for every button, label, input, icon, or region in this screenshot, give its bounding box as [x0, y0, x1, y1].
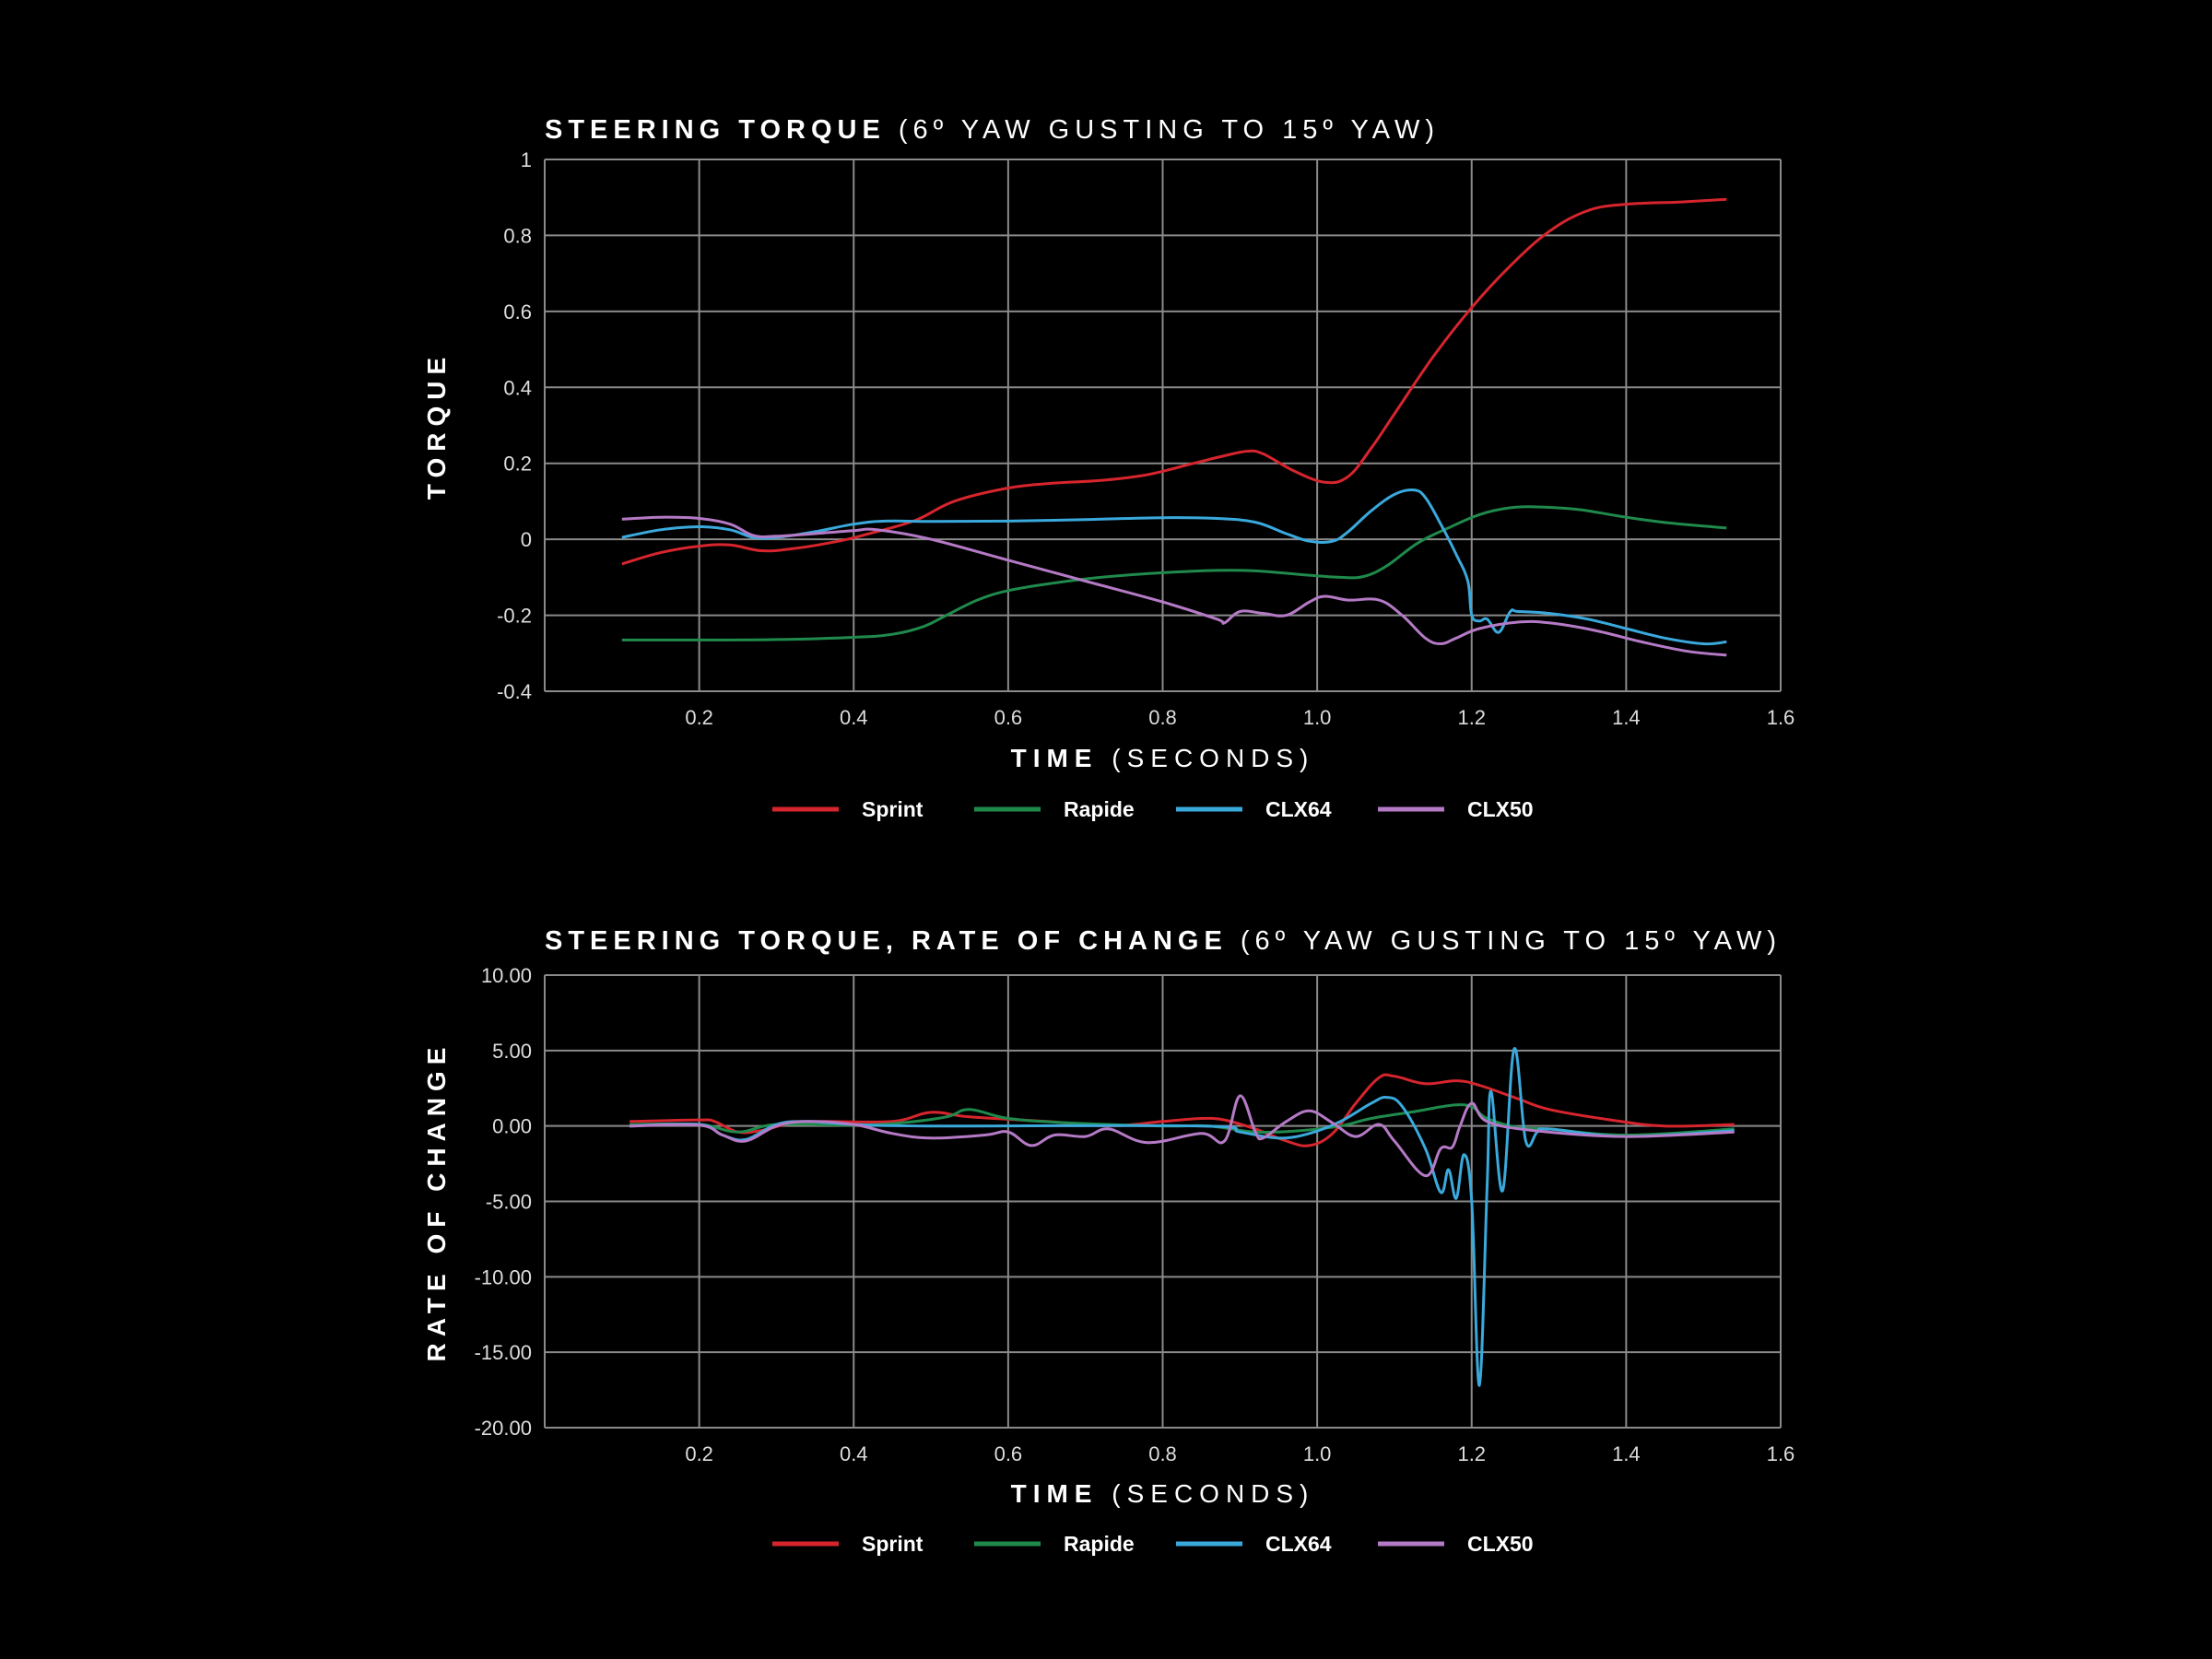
y-tick-label: -20.00	[475, 1417, 532, 1440]
y-tick-label: 1	[521, 148, 532, 171]
legend-item-clx50: CLX50	[1378, 797, 1534, 821]
x-axis-title: TIME (SECONDS)	[1011, 1479, 1315, 1508]
y-tick-label: 10.00	[481, 964, 532, 987]
x-axis-title-units: (SECONDS)	[1112, 1479, 1314, 1508]
y-axis-title: RATE OF CHANGE	[422, 1041, 451, 1362]
legend: Sprint Rapide CLX64 CLX50	[772, 797, 1534, 821]
y-tick-label: 0.00	[492, 1115, 532, 1138]
legend: Sprint Rapide CLX64 CLX50	[772, 1532, 1534, 1556]
x-tick-label: 0.8	[1148, 706, 1177, 729]
legend-label: CLX64	[1265, 1532, 1332, 1556]
chart-title-bold: STEERING TORQUE, RATE OF CHANGE	[545, 926, 1241, 956]
x-tick-label: 0.8	[1148, 1442, 1177, 1465]
series-line-clx50	[629, 1094, 1735, 1178]
chart-title-subtitle: (6º YAW GUSTING TO 15º YAW)	[1241, 926, 1782, 956]
x-axis-title: TIME (SECONDS)	[1011, 744, 1315, 772]
series-line-clx50	[621, 515, 1727, 657]
y-tick-label: -5.00	[486, 1191, 532, 1214]
legend-item-clx64: CLX64	[1176, 1532, 1332, 1556]
y-axis-title: TORQUE	[422, 351, 451, 500]
series-line-sprint	[629, 1073, 1735, 1147]
x-tick-label: 1.2	[1457, 1442, 1486, 1465]
legend-label: Rapide	[1064, 797, 1135, 821]
legend-item-rapide: Rapide	[974, 1532, 1135, 1556]
legend-label: Rapide	[1064, 1532, 1135, 1556]
x-tick-label: 1.4	[1612, 1442, 1641, 1465]
y-tick-label: -10.00	[475, 1265, 532, 1288]
legend-label: CLX50	[1467, 797, 1534, 821]
x-tick-label: 0.2	[685, 1442, 713, 1465]
x-tick-label: 0.6	[994, 706, 1023, 729]
x-tick-label: 0.4	[840, 1442, 868, 1465]
x-tick-label: 0.2	[685, 706, 713, 729]
y-tick-label: 5.00	[492, 1040, 532, 1063]
chart-title-bold: STEERING TORQUE	[545, 115, 899, 145]
legend-label: Sprint	[862, 1532, 924, 1556]
series-line-rapide	[621, 505, 1727, 641]
chart-title: STEERING TORQUE (6º YAW GUSTING TO 15º Y…	[545, 115, 1440, 145]
y-tick-label: -0.4	[497, 680, 532, 703]
x-tick-label: 0.6	[994, 1442, 1023, 1465]
x-tick-label: 1.6	[1767, 706, 1795, 729]
y-tick-label: 0.2	[503, 453, 532, 476]
chart-1: STEERING TORQUE (6º YAW GUSTING TO 15º Y…	[422, 115, 1794, 821]
series-line-clx64	[629, 1047, 1735, 1387]
x-tick-label: 1.0	[1303, 706, 1332, 729]
x-axis-title-units: (SECONDS)	[1112, 744, 1314, 772]
legend-item-sprint: Sprint	[772, 797, 924, 821]
x-axis-title-bold: TIME	[1011, 1479, 1112, 1508]
y-tick-label: 0.4	[503, 376, 532, 399]
legend-item-sprint: Sprint	[772, 1532, 924, 1556]
legend-item-clx50: CLX50	[1378, 1532, 1534, 1556]
x-tick-label: 1.2	[1457, 706, 1486, 729]
x-tick-label: 0.4	[840, 706, 868, 729]
legend-label: CLX50	[1467, 1532, 1534, 1556]
y-tick-label: 0.8	[503, 224, 532, 247]
y-tick-label: -15.00	[475, 1341, 532, 1364]
y-tick-label: 0	[521, 528, 532, 551]
x-axis-title-bold: TIME	[1011, 744, 1112, 772]
series-line-clx64	[621, 488, 1727, 646]
chart-2: STEERING TORQUE, RATE OF CHANGE (6º YAW …	[422, 926, 1794, 1556]
chart-title-subtitle: (6º YAW GUSTING TO 15º YAW)	[899, 115, 1440, 145]
x-tick-label: 1.6	[1767, 1442, 1795, 1465]
series-line-sprint	[621, 197, 1727, 566]
y-tick-label: 0.6	[503, 300, 532, 324]
y-tick-label: -0.2	[497, 605, 532, 628]
legend-label: CLX64	[1265, 797, 1332, 821]
legend-item-clx64: CLX64	[1176, 797, 1332, 821]
legend-label: Sprint	[862, 797, 924, 821]
legend-item-rapide: Rapide	[974, 797, 1135, 821]
x-tick-label: 1.0	[1303, 1442, 1332, 1465]
x-tick-label: 1.4	[1612, 706, 1641, 729]
chart-title: STEERING TORQUE, RATE OF CHANGE (6º YAW …	[545, 926, 1782, 956]
